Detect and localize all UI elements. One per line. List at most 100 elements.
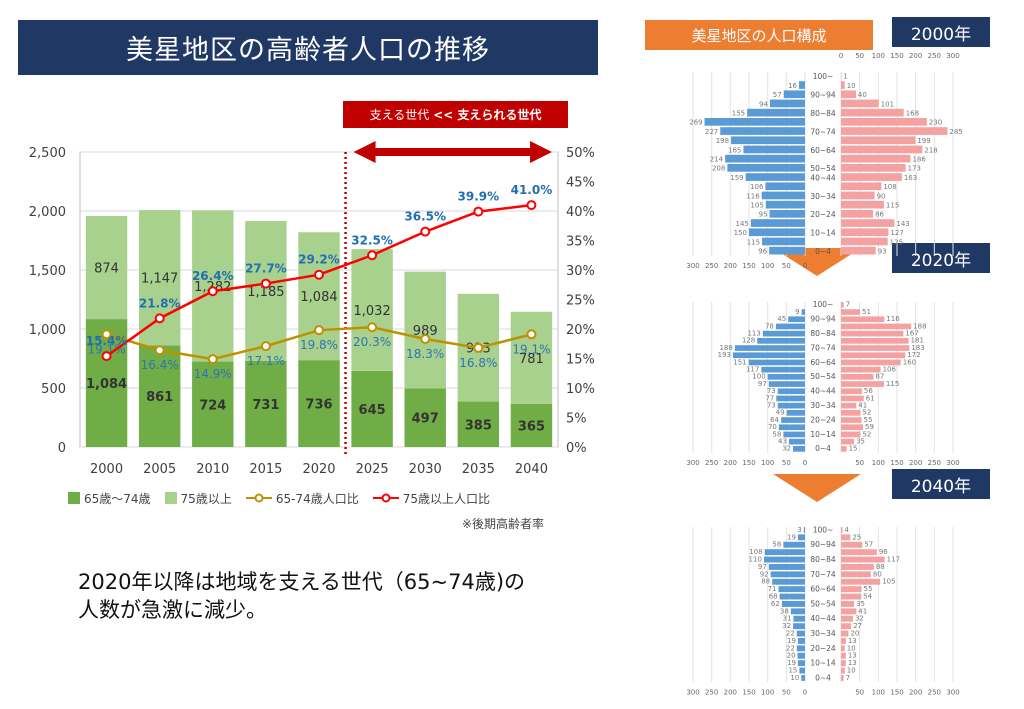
pyramid-male-label: 88 (761, 578, 770, 586)
pyramid-male-label: 227 (705, 128, 718, 136)
pyramid-female-label: 15 (849, 445, 858, 453)
y2-tick-label: 5% (566, 412, 587, 427)
ratio-65-74-point (260, 341, 271, 352)
ratio-65-74-point (314, 325, 324, 336)
ratio-75plus-value-label: 36.5% (404, 210, 446, 224)
support-arrow-text: << (433, 107, 454, 122)
bar-65-74-value-label: 497 (412, 412, 439, 427)
pyramid-female-bar (841, 601, 855, 607)
pyramid-top-tick: 0 (839, 52, 843, 60)
pyramid-male-label: 105 (750, 202, 763, 210)
x-tick-label: 2040 (515, 462, 548, 477)
pyramid-top-tick: 100 (872, 52, 885, 60)
pyramid-female-bar (841, 210, 874, 218)
pyramid-bottom-tick: 250 (705, 459, 718, 467)
pyramid-age-label: 60~64 (810, 146, 836, 155)
pyramid-male-label: 159 (730, 174, 743, 182)
bar-75plus (510, 311, 553, 404)
pyramid-male-label: 208 (712, 165, 725, 173)
ratio-75plus-value-label: 32.5% (351, 233, 393, 247)
legend-swatch-75plus (164, 492, 177, 504)
ratio-65-74-point (367, 322, 378, 333)
ratio-75plus-point (260, 278, 271, 289)
pyramid-male-label: 269 (689, 119, 702, 127)
pyramid-female-label: 10 (847, 667, 856, 675)
pyramid-bottom-tick: 300 (946, 459, 959, 467)
population-pyramid-2020: 9457811312818819315111710097737773496470… (686, 300, 959, 467)
pyramid-male-bar (750, 219, 805, 227)
pyramid-female-bar (841, 366, 881, 373)
pyramid-male-bar (765, 200, 805, 209)
ratio-65-74-value-label: 16.4% (141, 358, 179, 372)
pyramid-female-bar (841, 388, 862, 395)
pyramid-female-label: 181 (911, 337, 924, 345)
ratio-75plus-value-label: 15.4% (86, 334, 128, 348)
pyramid-male-bar (772, 578, 805, 585)
pyramid-bottom-tick: 150 (890, 459, 903, 467)
ratio-65-74-point (473, 342, 484, 353)
ratio-65-74-value-label: 19.1% (87, 342, 125, 356)
pyramid-bottom-tick: 250 (705, 262, 718, 270)
pyramid-male-bar (797, 652, 805, 659)
bar-65-74 (298, 360, 340, 447)
pyramid-female-label: 80 (873, 570, 882, 578)
pyramid-female-bar (841, 660, 846, 667)
pyramid-male-bar (793, 623, 805, 630)
pyramid-male-label: 113 (747, 330, 760, 338)
pyramid-bottom-tick: 300 (686, 459, 699, 467)
pyramid-top-tick: 150 (890, 52, 903, 60)
pyramid-year-2020: 2020年 (892, 243, 990, 273)
pyramid-female-label: 143 (896, 220, 909, 228)
pyramid-age-label: 30~34 (810, 401, 836, 410)
pyramid-female-label: 115 (886, 380, 899, 388)
pyramid-female-label: 90 (877, 192, 886, 200)
pyramid-male-bar (768, 564, 805, 570)
pyramid-female-bar (841, 395, 864, 402)
pyramid-bottom-tick: 150 (742, 688, 755, 696)
pyramid-top-tick: 250 (928, 52, 941, 60)
pyramid-age-label: 90~94 (810, 315, 836, 324)
pyramid-female-label: 172 (907, 351, 920, 359)
pyramid-female-label: 106 (883, 366, 897, 374)
pyramid-female-label: 55 (864, 416, 873, 424)
pyramid-male-bar (769, 99, 805, 108)
pyramid-male-label: 38 (780, 607, 789, 615)
support-period-badge: 支える世代 << 支えられる世代 (343, 101, 568, 128)
pyramid-male-bar (777, 402, 805, 409)
pyramid-female-bar (841, 593, 862, 600)
pyramid-female-bar (841, 645, 845, 652)
pyramid-female-label: 52 (862, 430, 871, 438)
pyramid-male-label: 49 (776, 409, 785, 417)
ratio-75plus-point (207, 286, 218, 297)
pyramid-female-label: 96 (879, 548, 888, 556)
pyramid-bottom-tick: 200 (909, 688, 922, 696)
pyramid-age-label: 60~64 (810, 585, 836, 594)
pyramid-bottom-tick: 100 (761, 262, 774, 270)
x-tick-label: 2000 (90, 462, 123, 477)
pyramid-bottom-tick: 150 (742, 262, 755, 270)
pyramid-male-label: 32 (782, 622, 791, 630)
pyramid-male-bar (769, 210, 805, 218)
pyramid-male-label: 100 (752, 373, 765, 381)
pyramid-female-bar (841, 630, 849, 637)
pyramid-female-bar (841, 200, 884, 209)
legend-item-75plus: 75歳以上 (164, 490, 232, 507)
pyramid-male-label: 92 (760, 570, 769, 578)
pyramid-bottom-tick: 150 (890, 688, 903, 696)
pyramid-age-label: 50~54 (810, 164, 836, 173)
bar-75plus (404, 271, 446, 389)
pyramid-male-label: 73 (767, 387, 776, 395)
x-tick-label: 2010 (196, 462, 229, 477)
pyramid-female-bar (841, 345, 910, 351)
ratio-65-74-point (526, 329, 537, 340)
pyramid-male-bar (779, 593, 805, 600)
pyramid-female-bar (841, 330, 904, 337)
pyramid-male-label: 64 (770, 416, 779, 424)
bar-75plus-value-label: 1,185 (247, 285, 284, 300)
bar-75plus (192, 210, 234, 362)
ratio-75plus-point (314, 269, 324, 280)
y2-tick-label: 50% (566, 146, 595, 161)
pyramid-female-bar (841, 402, 857, 409)
pyramid-age-label: 20~24 (810, 644, 836, 653)
y2-tick-label: 20% (566, 323, 595, 338)
